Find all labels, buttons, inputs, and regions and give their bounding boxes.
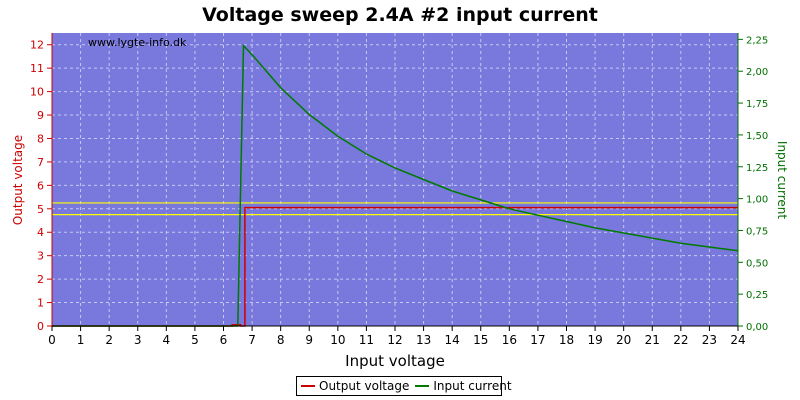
y-right-tick-label: 0,25 (746, 290, 768, 301)
x-axis-label: Input voltage (345, 352, 445, 370)
x-tick-label: 9 (305, 333, 313, 347)
x-tick-label: 5 (191, 333, 199, 347)
x-tick-label: 19 (587, 333, 602, 347)
x-tick-label: 12 (387, 333, 402, 347)
legend-swatch-input-current (415, 385, 430, 387)
x-tick-label: 1 (77, 333, 85, 347)
y-right-tick-label: 1,00 (746, 195, 768, 206)
x-tick-label: 17 (530, 333, 545, 347)
y-right-tick-label: 1,50 (746, 131, 768, 142)
x-tick-label: 3 (134, 333, 142, 347)
reference-lines (52, 202, 738, 216)
y-left-tick-label: 9 (37, 109, 44, 122)
y-left-tick-label: 3 (37, 250, 44, 263)
y-left-tick-label: 10 (30, 86, 44, 99)
y-left-tick-label: 11 (30, 62, 44, 75)
x-tick-label: 0 (48, 333, 56, 347)
chart-title: Voltage sweep 2.4A #2 input current (202, 4, 598, 26)
y-left-tick-label: 7 (37, 156, 44, 169)
y-right-tick-label: 0,75 (746, 226, 768, 237)
y-right-tick-label: 2,00 (746, 67, 768, 78)
y-axis-left-label: Output voltage (11, 135, 25, 225)
series-line-input-current (52, 43, 739, 327)
legend-label-output-voltage: Output voltage (319, 379, 410, 393)
x-tick-label: 11 (359, 333, 374, 347)
y-left-tick-label: 2 (37, 273, 44, 286)
legend: Output voltage Input current (296, 376, 512, 396)
legend-label-input-current: Input current (433, 379, 512, 393)
x-tick-label: 4 (163, 333, 171, 347)
y-right-tick-label: 0,00 (746, 322, 768, 333)
x-tick-label: 13 (416, 333, 431, 347)
axes: 0 1 2 3 4 5 6 7 8 9 10 11 12 13 14 15 16 17 18 19 20 21 22 23 24… (30, 33, 768, 347)
x-tick-label: 15 (473, 333, 488, 347)
y-left-tick-label: 8 (37, 132, 44, 145)
legend-item-input-current: Input current (415, 379, 512, 393)
legend-swatch-output-voltage (301, 385, 315, 387)
x-tick-label: 20 (616, 333, 631, 347)
x-tick-label: 21 (645, 333, 660, 347)
x-tick-label: 23 (702, 333, 717, 347)
x-tick-label: 6 (220, 333, 228, 347)
x-tick-label: 22 (673, 333, 688, 347)
y-left-tick-label: 6 (37, 179, 44, 192)
x-tick-label: 24 (730, 333, 745, 347)
x-tick-label: 2 (105, 333, 113, 347)
y-right-tick-label: 2,25 (746, 35, 768, 46)
x-tick-label: 7 (248, 333, 256, 347)
legend-item-output-voltage: Output voltage (301, 379, 409, 393)
x-tick-label: 18 (559, 333, 574, 347)
y-left-tick-label: 5 (37, 203, 44, 216)
y-right-tick-label: 1,25 (746, 163, 768, 174)
y-left-tick-label: 0 (37, 320, 44, 333)
y-axis-right-label: Input current (775, 141, 789, 219)
x-tick-label: 16 (502, 333, 517, 347)
x-tick-label: 8 (277, 333, 285, 347)
y-left-tick-label: 12 (30, 39, 44, 52)
x-tick-label: 10 (330, 333, 345, 347)
y-right-tick-label: 1,75 (746, 99, 768, 110)
watermark-text: www.lygte-info.dk (88, 36, 187, 49)
y-left-tick-label: 1 (37, 297, 44, 310)
x-tick-label: 14 (445, 333, 460, 347)
y-right-tick-label: 0,50 (746, 258, 768, 269)
y-left-tick-label: 4 (37, 226, 44, 239)
